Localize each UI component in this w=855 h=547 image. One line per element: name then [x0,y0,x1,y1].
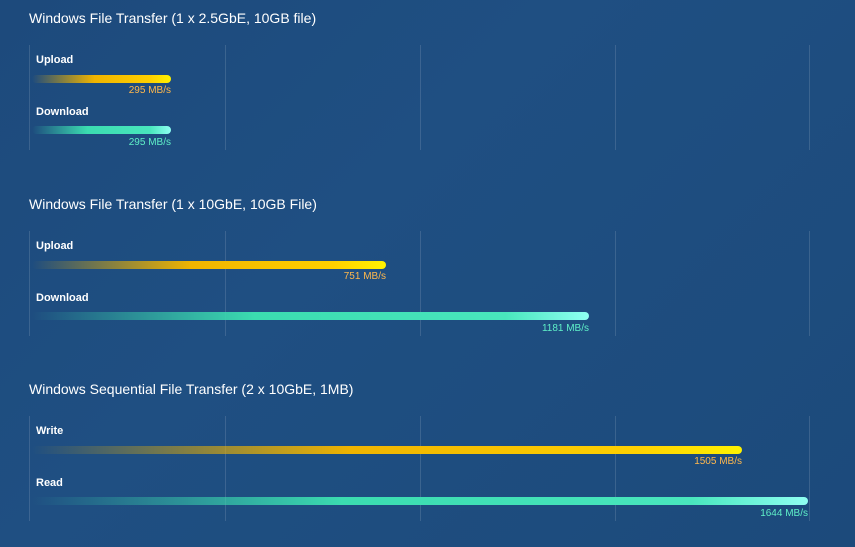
chart-title: Windows File Transfer (1 x 10GbE, 10GB F… [29,196,317,212]
series-label-download: Download [36,292,89,304]
series-label-upload: Upload [36,240,74,252]
value-label-upload: 295 MB/s [128,85,171,96]
grid-line [615,45,616,150]
chart-title: Windows Sequential File Transfer (2 x 10… [29,381,354,397]
grid-line [809,45,810,150]
chart-title: Windows File Transfer (1 x 2.5GbE, 10GB … [29,10,317,26]
series-label-download: Download [36,106,89,118]
grid-line [225,231,226,336]
grid-line [29,416,30,521]
chart-2: Windows File Transfer (1 x 10GbE, 10GB F… [0,196,855,346]
chart-3: Windows Sequential File Transfer (2 x 10… [0,381,855,531]
series-label-write: Write [36,425,64,437]
bar-upload [32,261,386,269]
bar-download [32,126,171,134]
value-label-download: 295 MB/s [128,137,171,148]
grid-line [809,231,810,336]
grid-line [29,231,30,336]
grid-line [420,231,421,336]
series-label-read: Read [36,477,63,489]
value-label-write: 1505 MB/s [694,456,742,467]
value-label-read: 1644 MB/s [760,508,808,519]
bar-read [32,497,808,505]
grid-line [809,416,810,521]
series-label-upload: Upload [36,54,74,66]
value-label-download: 1181 MB/s [541,323,589,334]
grid-line [29,45,30,150]
value-label-upload: 751 MB/s [343,271,386,282]
grid-line [615,231,616,336]
bar-download [32,312,589,320]
grid-line [615,416,616,521]
chart-1: Windows File Transfer (1 x 2.5GbE, 10GB … [0,10,855,160]
bar-write [32,446,742,454]
grid-line [420,416,421,521]
grid-line [225,45,226,150]
grid-line [420,45,421,150]
bar-upload [32,75,171,83]
grid-line [225,416,226,521]
